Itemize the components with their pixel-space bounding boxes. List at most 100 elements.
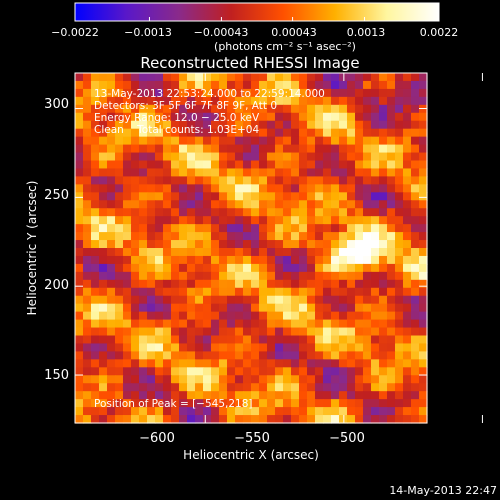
heatmap-cell [323,200,332,209]
heatmap-cell [123,88,132,98]
heatmap-cell [211,399,220,408]
heatmap-cell [371,136,380,146]
heatmap-cell [355,160,364,170]
heatmap-cell [187,367,196,376]
heatmap-cell [323,383,332,392]
heatmap-cell [139,287,148,297]
heatmap-cell [123,271,132,281]
heatmap-cell [371,375,380,384]
heatmap-cell [243,295,252,305]
heatmap-cell [115,192,124,201]
heatmap-cell [347,415,356,424]
heatmap-cell [323,88,332,98]
heatmap-cell [211,216,220,225]
heatmap-cell [99,391,108,400]
heatmap-cell [299,192,308,201]
heatmap-cell [75,359,84,368]
heatmap-cell [323,311,332,321]
heatmap-cell [307,224,316,233]
heatmap-cell [107,136,116,146]
heatmap-cell [243,383,252,392]
heatmap-cell [107,375,116,384]
heatmap-cell [195,263,204,273]
heatmap-cell [307,287,316,297]
heatmap-cell [291,287,300,297]
heatmap-cell [131,319,140,329]
heatmap-cell [75,168,84,177]
heatmap-cell [259,263,268,273]
heatmap-cell [315,88,324,98]
heatmap-cell [75,327,84,337]
heatmap-cell [83,255,92,265]
heatmap-cell [315,415,324,424]
heatmap-cell [347,232,356,241]
heatmap-cell [163,375,172,384]
heatmap-cell [219,200,228,209]
heatmap-cell [75,96,84,106]
heatmap-cell [347,375,356,384]
heatmap-cell [291,351,300,360]
heatmap-cell [283,73,292,82]
heatmap-cell [403,271,412,281]
heatmap-cell [323,216,332,225]
heatmap-cell [315,383,324,392]
heatmap-cell [211,128,220,138]
heatmap-cell [203,73,212,82]
heatmap-cell [307,271,316,281]
heatmap-cell [323,120,332,130]
heatmap-cell [179,327,188,337]
heatmap-cell [283,128,292,138]
heatmap-cell [259,96,268,106]
heatmap-cell [259,248,268,257]
heatmap-cell [131,303,140,313]
heatmap-cell [299,399,308,408]
heatmap-cell [75,184,84,193]
heatmap-cell [211,351,220,360]
heatmap-cell [187,88,196,98]
heatmap-cell [323,399,332,408]
heatmap-cell [259,128,268,138]
heatmap-cell [419,216,428,225]
annotation-detectors: Detectors: 3F 5F 6F 7F 8F 9F, Att 0 [94,100,277,112]
heatmap-cell [251,359,260,368]
heatmap-cell [371,224,380,233]
heatmap-cell [355,287,364,297]
heatmap-cell [307,399,316,408]
heatmap-cell [371,271,380,281]
heatmap-cell [291,383,300,392]
heatmap-cell [83,391,92,400]
heatmap-cell [307,96,316,106]
heatmap-cell [395,112,404,122]
heatmap-cell [323,271,332,281]
heatmap-cell [387,359,396,368]
heatmap-cell [227,240,236,249]
heatmap-cell [147,184,156,193]
heatmap-cell [147,80,156,90]
heatmap-cell [195,295,204,305]
heatmap-cell [115,160,124,170]
heatmap-cell [251,311,260,321]
heatmap-cell [211,152,220,162]
heatmap-cell [315,232,324,241]
heatmap-cell [227,351,236,360]
heatmap-cell [171,391,180,400]
heatmap-cell [155,192,164,201]
heatmap-cell [179,96,188,106]
heatmap-cell [395,295,404,305]
heatmap-cell [363,128,372,138]
heatmap-cell [299,160,308,170]
heatmap-cell [371,391,380,400]
heatmap-cell [107,152,116,162]
heatmap-cell [147,327,156,337]
heatmap-cell [347,104,356,114]
heatmap-cell [371,80,380,90]
heatmap-cell [227,96,236,106]
heatmap-cell [235,287,244,297]
heatmap-cell [235,112,244,122]
heatmap-cell [195,184,204,193]
heatmap-cell [107,303,116,313]
heatmap-cell [323,73,332,82]
heatmap-cell [75,335,84,345]
heatmap-cell [115,224,124,233]
heatmap-cell [395,287,404,297]
